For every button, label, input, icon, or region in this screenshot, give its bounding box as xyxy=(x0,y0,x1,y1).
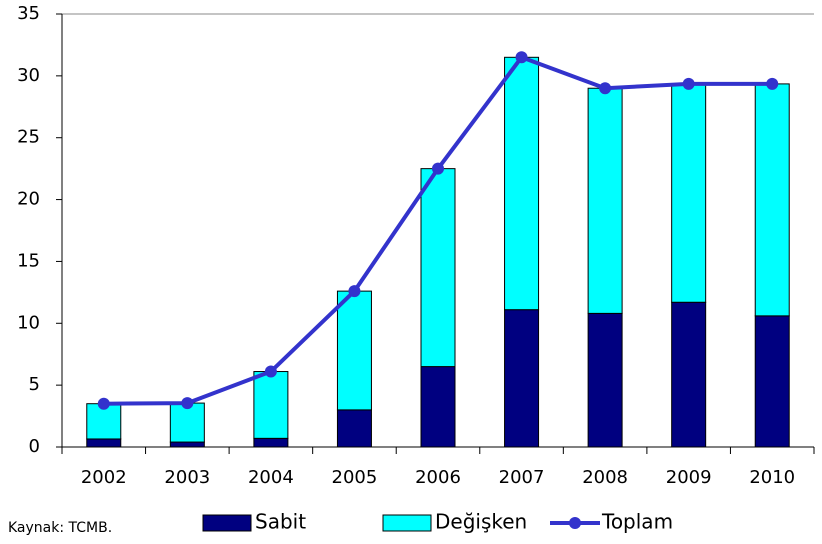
legend-marker xyxy=(569,517,581,529)
bar xyxy=(253,437,289,448)
x-tick-label: 2005 xyxy=(332,467,378,488)
x-tick-label: 2010 xyxy=(749,467,795,488)
line-marker xyxy=(348,285,361,298)
bar xyxy=(336,409,372,448)
source-note: Kaynak: TCMB. xyxy=(8,520,112,536)
y-tick-label: 5 xyxy=(29,374,40,395)
bar xyxy=(420,366,456,448)
line-marker xyxy=(97,397,110,410)
legend-label: Sabit xyxy=(255,510,306,534)
y-tick-label: 25 xyxy=(17,127,40,148)
y-tick-label: 15 xyxy=(17,250,40,271)
x-tick-label: 2004 xyxy=(248,467,294,488)
x-tick-label: 2008 xyxy=(582,467,628,488)
y-tick-label: 20 xyxy=(17,189,40,210)
y-tick-label: 30 xyxy=(17,65,40,86)
legend-label: Toplam xyxy=(601,510,673,534)
bar xyxy=(671,301,707,448)
bar xyxy=(169,402,205,443)
line-marker xyxy=(766,77,779,90)
bar xyxy=(253,371,289,439)
line-marker xyxy=(432,162,444,175)
bar xyxy=(504,56,540,311)
line-marker xyxy=(682,77,695,90)
x-tick-label: 2002 xyxy=(81,467,127,488)
bar xyxy=(754,315,790,448)
x-tick-label: 2009 xyxy=(666,467,712,488)
x-tick-label: 2003 xyxy=(164,467,210,488)
y-tick-label: 10 xyxy=(17,312,40,333)
bar xyxy=(587,87,623,314)
bar xyxy=(587,312,623,448)
bar xyxy=(336,290,372,411)
bar xyxy=(504,309,540,448)
bar xyxy=(86,438,122,448)
legend-swatch xyxy=(382,514,432,532)
x-tick-label: 2006 xyxy=(415,467,461,488)
line-marker xyxy=(264,365,277,378)
line-marker xyxy=(515,51,528,64)
y-tick-label: 0 xyxy=(29,436,40,457)
legend-label: Değişken xyxy=(435,510,527,534)
bar xyxy=(169,441,205,448)
bar xyxy=(420,168,456,368)
line-marker xyxy=(599,82,612,95)
bar xyxy=(671,83,707,303)
y-tick-label: 35 xyxy=(17,3,40,24)
legend-swatch xyxy=(202,514,252,532)
line-marker xyxy=(181,397,194,410)
bar xyxy=(754,83,790,317)
x-tick-label: 2007 xyxy=(499,467,545,488)
